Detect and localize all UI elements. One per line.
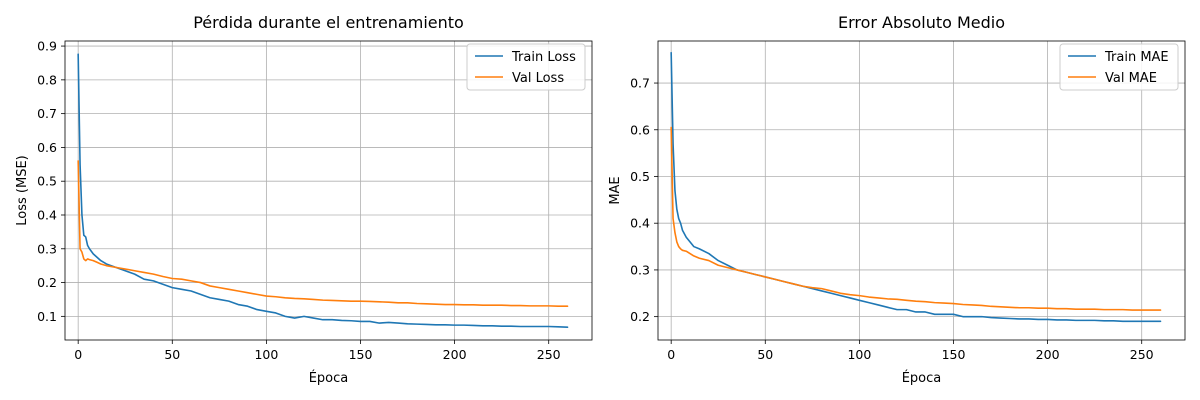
mae-grid [658, 41, 1185, 340]
loss-y-tick-label: 0.6 [37, 140, 57, 155]
mae-legend-train-label: Train MAE [1104, 50, 1169, 65]
loss-x-tick-label: 50 [164, 347, 180, 362]
loss-x-tick-label: 0 [74, 347, 82, 362]
mae-legend-val-label: Val MAE [1105, 71, 1157, 86]
loss-grid [65, 41, 592, 340]
mae-panel: 0 50 100 150 200 250 0.2 0.3 0.4 0.5 0.6 0.7 Error … [608, 13, 1186, 386]
mae-x-tick-label: 250 [1130, 347, 1154, 362]
loss-y-tick-label: 0.5 [37, 174, 57, 189]
mae-legend: Train MAE Val MAE [1059, 43, 1179, 91]
loss-x-axis-label: Época [309, 370, 349, 386]
mae-y-tick-label: 0.7 [630, 76, 650, 91]
mae-chart-title: Error Absoluto Medio [838, 13, 1005, 32]
loss-legend: Train Loss Val Loss [466, 43, 586, 91]
mae-y-tick-label: 0.4 [630, 216, 650, 231]
mae-x-axis-label: Época [902, 370, 942, 386]
loss-y-tick-label: 0.7 [37, 106, 57, 121]
mae-plot-frame [657, 40, 1186, 341]
loss-y-tick-label: 0.4 [37, 207, 57, 222]
loss-y-tick-label: 0.9 [37, 39, 57, 54]
mae-x-tick-label: 200 [1036, 347, 1060, 362]
mae-series-lines [670, 51, 1162, 323]
mae-ticks: 0 50 100 150 200 250 0.2 0.3 0.4 0.5 0.6 0.7 [630, 76, 1154, 362]
loss-series-val-line [77, 160, 569, 308]
mae-y-axis-label: MAE [608, 176, 623, 204]
loss-y-tick-label: 0.1 [37, 309, 57, 324]
loss-series-train-line [77, 53, 569, 328]
loss-y-tick-label: 0.2 [37, 275, 57, 290]
loss-y-axis-label: Loss (MSE) [15, 155, 30, 225]
loss-y-tick-label: 0.3 [37, 241, 57, 256]
loss-chart-title: Pérdida durante el entrenamiento [193, 13, 464, 32]
loss-series-lines [77, 53, 569, 328]
loss-ticks: 0 50 100 150 200 250 0.1 0.2 0.3 0.4 0.5 0.6 0.7 0.8 0… [37, 39, 561, 362]
loss-x-tick-label: 200 [443, 347, 467, 362]
mae-y-tick-label: 0.5 [630, 169, 650, 184]
loss-y-tick-label: 0.8 [37, 72, 57, 87]
mae-y-tick-label: 0.2 [630, 309, 650, 324]
loss-panel: 0 50 100 150 200 250 0.1 0.2 0.3 0.4 0.5 0.6 0.7 0.8 0… [15, 13, 593, 386]
mae-x-tick-label: 50 [757, 347, 773, 362]
loss-plot-frame [64, 40, 593, 341]
mae-y-tick-label: 0.3 [630, 262, 650, 277]
mae-x-tick-label: 100 [847, 347, 871, 362]
mae-series-val-line [670, 126, 1162, 311]
mae-y-tick-label: 0.6 [630, 122, 650, 137]
loss-x-tick-label: 150 [349, 347, 373, 362]
mae-series-train-line [670, 51, 1162, 323]
loss-legend-train-label: Train Loss [511, 50, 576, 65]
loss-x-tick-label: 100 [254, 347, 278, 362]
loss-x-tick-label: 250 [537, 347, 561, 362]
mae-x-tick-label: 150 [942, 347, 966, 362]
loss-legend-val-label: Val Loss [512, 71, 564, 86]
mae-x-tick-label: 0 [667, 347, 675, 362]
